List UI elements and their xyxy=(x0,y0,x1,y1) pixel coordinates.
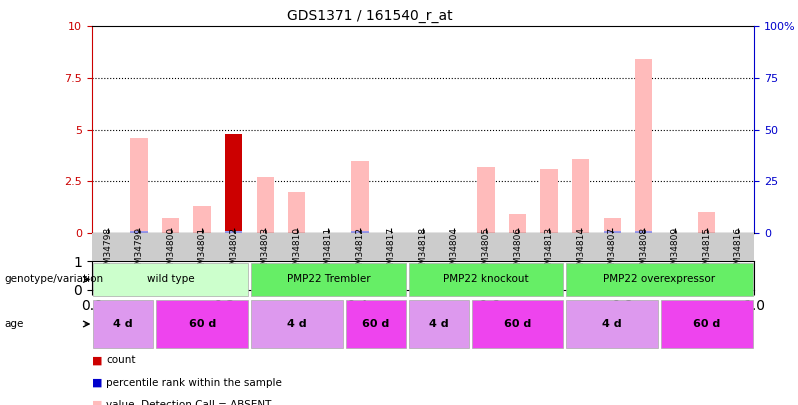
Text: 4 d: 4 d xyxy=(602,319,622,329)
Bar xyxy=(567,300,658,348)
Bar xyxy=(572,158,589,233)
Bar xyxy=(409,300,468,348)
Bar xyxy=(698,212,716,233)
Text: ■: ■ xyxy=(92,356,102,365)
Text: 60 d: 60 d xyxy=(693,319,721,329)
Bar xyxy=(225,231,243,233)
Bar xyxy=(409,263,563,296)
Bar xyxy=(193,206,211,233)
Text: value, Detection Call = ABSENT: value, Detection Call = ABSENT xyxy=(106,400,271,405)
Bar xyxy=(661,300,753,348)
Text: 4 d: 4 d xyxy=(113,319,133,329)
Bar xyxy=(162,218,180,233)
Text: wild type: wild type xyxy=(147,275,195,284)
Bar xyxy=(351,160,369,233)
Bar xyxy=(251,300,342,348)
Bar xyxy=(93,300,153,348)
Text: 60 d: 60 d xyxy=(362,319,389,329)
Bar xyxy=(509,214,526,233)
Bar xyxy=(251,263,405,296)
Bar xyxy=(635,231,653,233)
Text: 4 d: 4 d xyxy=(429,319,448,329)
Bar xyxy=(130,231,148,233)
Text: 4 d: 4 d xyxy=(287,319,306,329)
Bar xyxy=(635,60,653,233)
Text: PMP22 overexpressor: PMP22 overexpressor xyxy=(603,275,716,284)
Bar xyxy=(93,263,248,296)
Text: genotype/variation: genotype/variation xyxy=(4,275,103,284)
Text: age: age xyxy=(4,319,23,329)
Text: ■: ■ xyxy=(92,400,102,405)
Bar xyxy=(540,169,558,233)
Text: PMP22 Trembler: PMP22 Trembler xyxy=(286,275,370,284)
Text: PMP22 knockout: PMP22 knockout xyxy=(443,275,529,284)
Bar xyxy=(567,263,753,296)
Bar xyxy=(346,300,405,348)
Bar xyxy=(603,231,621,233)
Text: 60 d: 60 d xyxy=(504,319,531,329)
Text: 60 d: 60 d xyxy=(188,319,215,329)
Text: percentile rank within the sample: percentile rank within the sample xyxy=(106,378,282,388)
Bar xyxy=(156,300,248,348)
Bar xyxy=(351,231,369,233)
Bar xyxy=(225,134,243,233)
Title: GDS1371 / 161540_r_at: GDS1371 / 161540_r_at xyxy=(287,9,452,23)
Bar xyxy=(477,167,495,233)
Bar xyxy=(472,300,563,348)
Text: ■: ■ xyxy=(92,378,102,388)
Bar xyxy=(603,218,621,233)
Text: count: count xyxy=(106,356,136,365)
Bar xyxy=(288,192,306,233)
Bar xyxy=(257,177,274,233)
Bar xyxy=(130,138,148,233)
